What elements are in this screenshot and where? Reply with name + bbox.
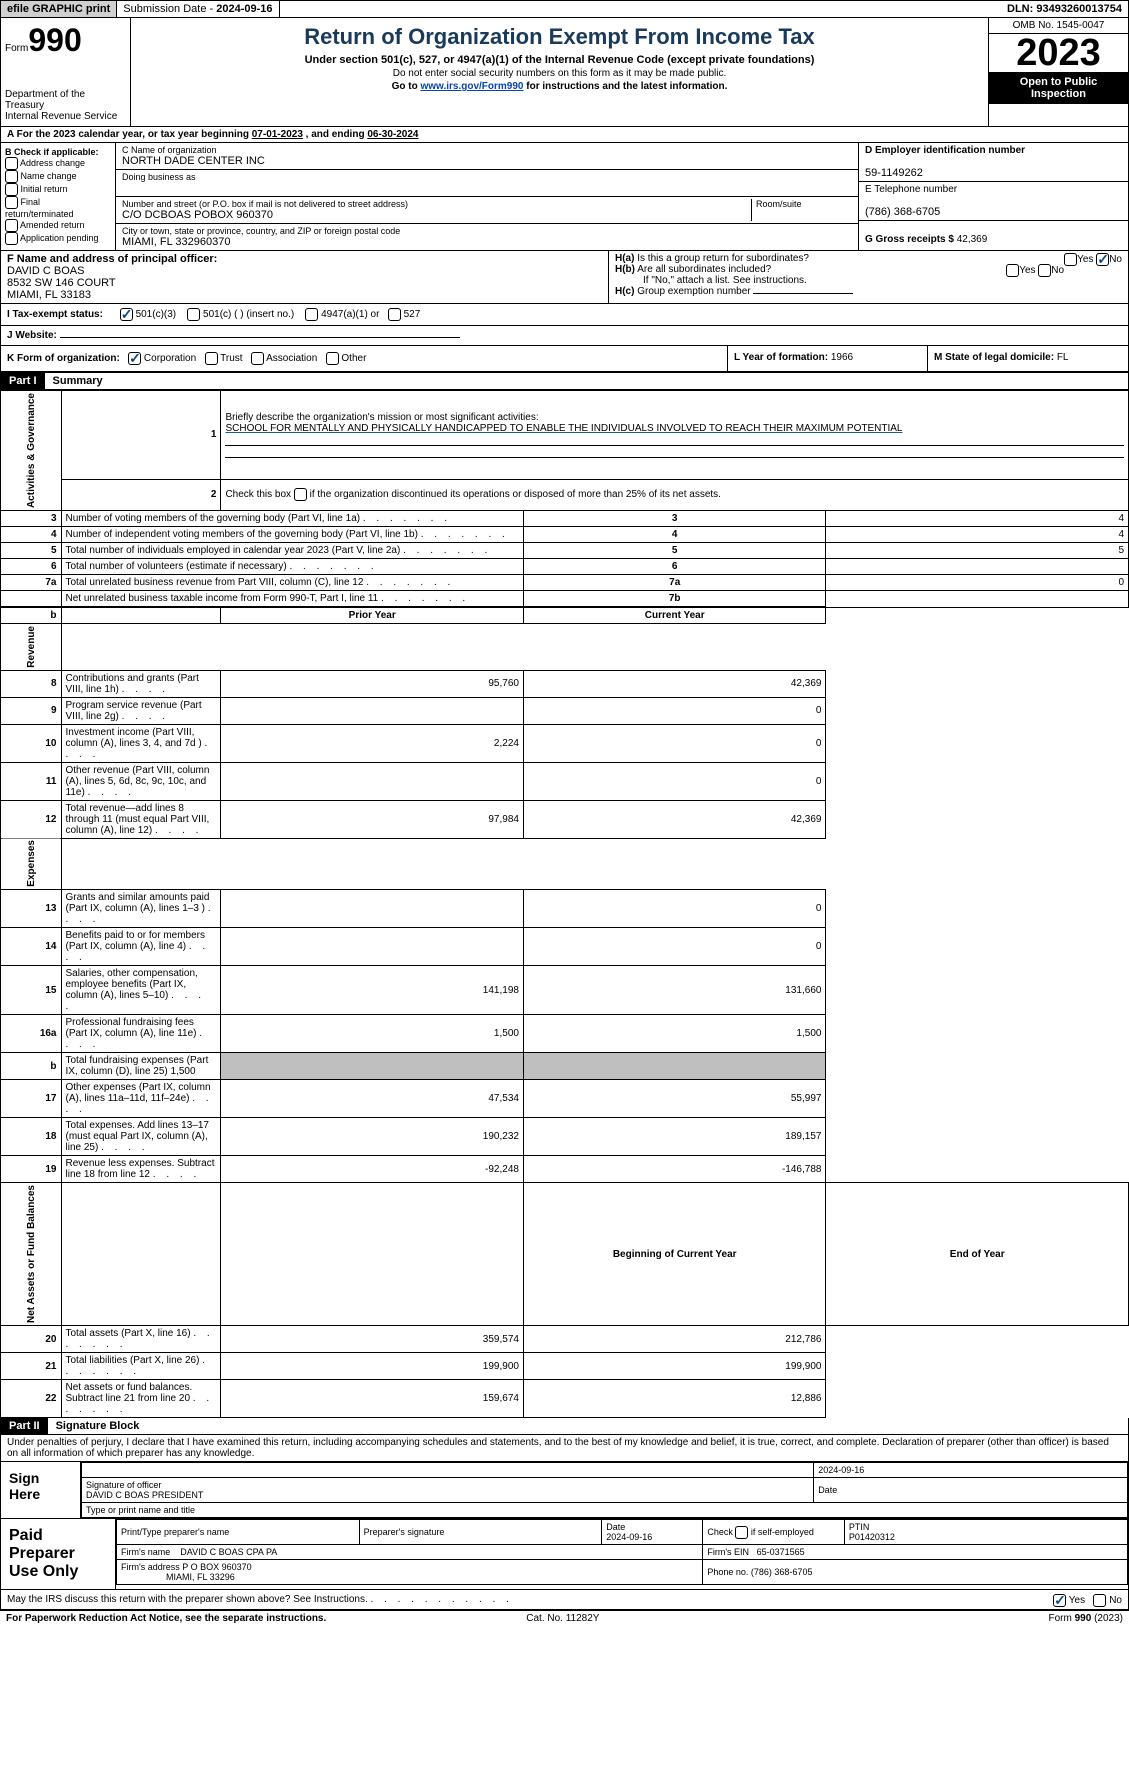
form-header: Form990 Department of the Treasury Inter… <box>0 18 1129 127</box>
self-employed-checkbox[interactable] <box>735 1526 748 1539</box>
col-c-org-info: C Name of organizationNORTH DADE CENTER … <box>116 143 858 250</box>
tel-label: E Telephone number <box>865 184 957 195</box>
firm-phone: (786) 368-6705 <box>751 1567 813 1577</box>
sidelabel-governance: Activities & Governance <box>1 391 62 511</box>
name-label: C Name of organization <box>122 145 217 155</box>
perjury-statement: Under penalties of perjury, I declare th… <box>0 1435 1129 1462</box>
mission-text: SCHOOL FOR MENTALLY AND PHYSICALLY HANDI… <box>225 423 902 434</box>
ssn-note: Do not enter social security numbers on … <box>137 68 982 79</box>
ein-label: D Employer identification number <box>865 145 1025 156</box>
form-prefix: Form <box>5 43 28 54</box>
colb-checkbox[interactable] <box>5 196 18 209</box>
top-bar: efile GRAPHIC print Submission Date - 20… <box>0 0 1129 18</box>
dba-label: Doing business as <box>122 172 196 182</box>
dept-label: Department of the Treasury Internal Reve… <box>5 89 126 122</box>
col-b-checkboxes: B Check if applicable: Address change Na… <box>1 143 116 250</box>
form-title: Return of Organization Exempt From Incom… <box>137 24 982 50</box>
ptin-value: P01420312 <box>849 1532 895 1542</box>
sidelabel-expenses: Expenses <box>1 838 62 890</box>
colb-checkbox[interactable] <box>5 219 18 232</box>
officer-name: DAVID C BOAS <box>7 265 84 277</box>
part1-header: Part I Summary <box>0 372 1129 390</box>
row-klm: K Form of organization: Corporation Trus… <box>0 346 1129 372</box>
501c-checkbox[interactable] <box>187 308 200 321</box>
summary-table: Activities & Governance 1 Briefly descri… <box>0 390 1129 1418</box>
l2-checkbox[interactable] <box>294 488 307 501</box>
firm-addr1: P O BOX 960370 <box>182 1562 251 1572</box>
ein-value: 59-1149262 <box>865 167 923 179</box>
sign-here-block: Sign Here 2024-09-16 Signature of office… <box>0 1462 1129 1519</box>
paid-preparer-block: Paid Preparer Use Only Print/Type prepar… <box>0 1519 1129 1590</box>
sidelabel-net-assets: Net Assets or Fund Balances <box>1 1183 62 1326</box>
tel-value: (786) 368-6705 <box>865 206 940 218</box>
ha-no-checkbox[interactable] <box>1096 253 1109 266</box>
row-i-exempt-status: I Tax-exempt status: 501(c)(3) 501(c) ( … <box>0 304 1129 326</box>
dln-cell: DLN: 93493260013754 <box>1001 1 1128 17</box>
discuss-row: May the IRS discuss this return with the… <box>0 1590 1129 1610</box>
k-other-checkbox[interactable] <box>326 352 339 365</box>
k-assoc-checkbox[interactable] <box>251 352 264 365</box>
col-d-ein-tel: D Employer identification number 59-11492… <box>858 143 1128 250</box>
irs-form990-link[interactable]: www.irs.gov/Form990 <box>420 81 523 92</box>
sidelabel-revenue: Revenue <box>1 624 62 671</box>
row-fh: F Name and address of principal officer:… <box>0 251 1129 304</box>
501c3-checkbox[interactable] <box>120 308 133 321</box>
4947-checkbox[interactable] <box>305 308 318 321</box>
street-value: C/O DCBOAS POBOX 960370 <box>122 209 273 221</box>
room-label: Room/suite <box>756 199 802 209</box>
officer-signature-name: DAVID C BOAS PRESIDENT <box>86 1490 203 1500</box>
hb-no-checkbox[interactable] <box>1038 264 1051 277</box>
tax-year: 2023 <box>989 34 1128 72</box>
form-number: 990 <box>28 22 81 58</box>
firm-ein: 65-0371565 <box>757 1547 805 1557</box>
city-label: City or town, state or province, country… <box>122 226 400 236</box>
k-corp-checkbox[interactable] <box>128 352 141 365</box>
colb-checkbox[interactable] <box>5 170 18 183</box>
f-label: F Name and address of principal officer: <box>7 253 217 265</box>
discuss-no-checkbox[interactable] <box>1093 1594 1106 1607</box>
line-a-tax-year: A For the 2023 calendar year, or tax yea… <box>0 127 1129 143</box>
officer-addr2: MIAMI, FL 33183 <box>7 289 91 301</box>
colb-checkbox[interactable] <box>5 157 18 170</box>
submission-date-cell: Submission Date - 2024-09-16 <box>117 1 279 17</box>
ha-yes-checkbox[interactable] <box>1064 253 1077 266</box>
page-footer: For Paperwork Reduction Act Notice, see … <box>0 1610 1129 1626</box>
org-name: NORTH DADE CENTER INC <box>122 155 265 167</box>
k-trust-checkbox[interactable] <box>205 352 218 365</box>
discuss-yes-checkbox[interactable] <box>1053 1594 1066 1607</box>
open-public-badge: Open to Public Inspection <box>989 72 1128 104</box>
firm-name: DAVID C BOAS CPA PA <box>180 1547 277 1557</box>
527-checkbox[interactable] <box>388 308 401 321</box>
gross-label: G Gross receipts $ <box>865 234 957 245</box>
form-subtitle: Under section 501(c), 527, or 4947(a)(1)… <box>137 54 982 66</box>
hb-yes-checkbox[interactable] <box>1006 264 1019 277</box>
colb-checkbox[interactable] <box>5 183 18 196</box>
gross-value: 42,369 <box>957 234 988 245</box>
street-label: Number and street (or P.O. box if mail i… <box>122 199 408 209</box>
part2-header: Part II Signature Block <box>0 1418 1129 1435</box>
officer-addr1: 8532 SW 146 COURT <box>7 277 116 289</box>
efile-print-button[interactable]: efile GRAPHIC print <box>1 1 117 17</box>
section-bcd: B Check if applicable: Address change Na… <box>0 143 1129 251</box>
colb-checkbox[interactable] <box>5 232 18 245</box>
row-j-website: J Website: <box>0 326 1129 346</box>
firm-addr2: MIAMI, FL 33296 <box>166 1572 235 1582</box>
city-value: MIAMI, FL 332960370 <box>122 236 230 248</box>
